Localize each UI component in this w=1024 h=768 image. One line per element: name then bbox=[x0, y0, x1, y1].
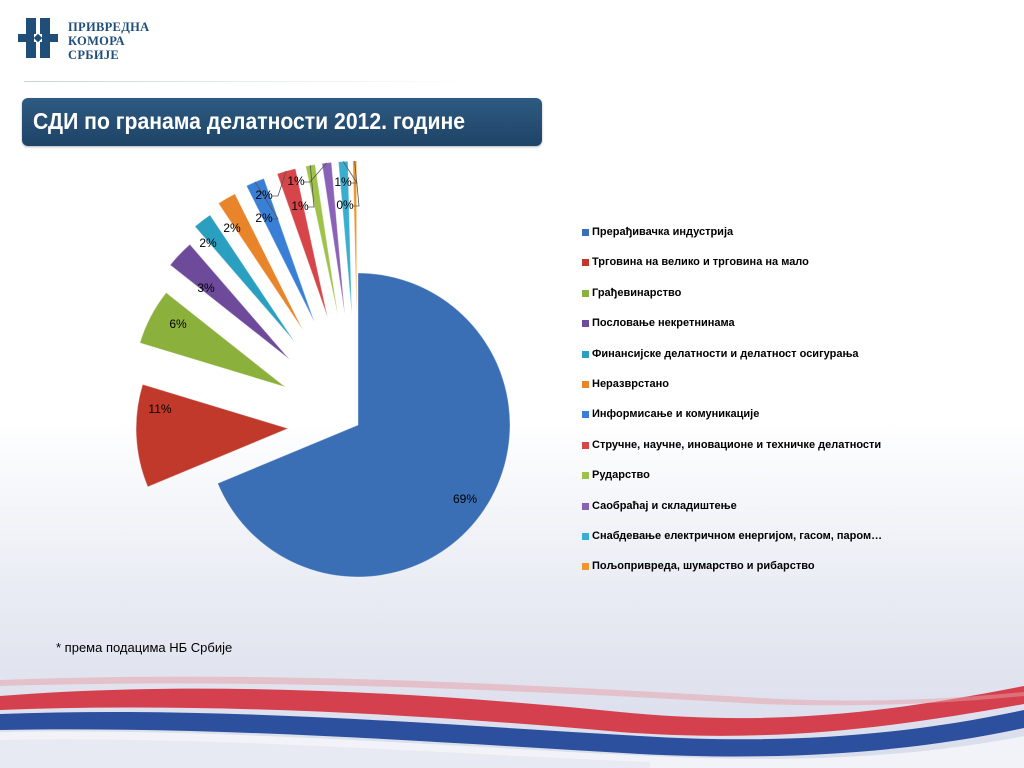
legend-swatch bbox=[582, 502, 589, 510]
leader-line bbox=[304, 162, 327, 183]
pie-slice bbox=[276, 168, 329, 318]
legend-item: Стручне, научне, иновационе и техничке д… bbox=[582, 439, 882, 469]
legend-swatch bbox=[582, 320, 589, 328]
legend-item: Информисање и комуникације bbox=[582, 408, 882, 438]
flag-ribbon bbox=[0, 676, 1024, 768]
legend-label: Снабдевање електричном енергијом, гасом,… bbox=[592, 529, 883, 542]
legend-item: Грађевинарство bbox=[582, 287, 882, 317]
pie-chart: 69% 11% 6% 3% 2% 2% 2% 2% 1% 1% 1% 0% bbox=[135, 160, 511, 578]
legend-item: Пословање некретнинама bbox=[582, 317, 882, 347]
legend-item: Неразврстано bbox=[582, 378, 882, 408]
pie-slice bbox=[169, 243, 290, 360]
legend-item: Пољопривреда, шумарство и рибарство bbox=[582, 560, 882, 590]
legend-label: Саобраћај и складиштење bbox=[592, 499, 737, 512]
legend-swatch bbox=[582, 259, 589, 267]
leader-line bbox=[254, 181, 279, 220]
legend-swatch bbox=[582, 472, 589, 480]
leader-line bbox=[353, 160, 360, 207]
legend-label: Информисање и комуникације bbox=[592, 408, 760, 421]
legend-label: Грађевинарство bbox=[592, 286, 682, 299]
legend-label: Стручне, научне, иновационе и техничке д… bbox=[592, 438, 882, 451]
header-divider bbox=[24, 81, 484, 82]
footnote: * према подацима НБ Србије bbox=[56, 640, 233, 655]
data-label: 2% bbox=[255, 188, 273, 202]
pie-slice bbox=[139, 291, 286, 388]
legend-label: Рударство bbox=[592, 469, 650, 482]
legend-item: Саобраћај и складиштење bbox=[582, 500, 882, 530]
data-label: 3% bbox=[197, 281, 215, 295]
legend-swatch bbox=[582, 350, 589, 358]
logo-mark-icon bbox=[18, 18, 58, 58]
logo: ПРИВРЕДНА КОМОРА СРБИЈЕ bbox=[16, 14, 156, 66]
legend-item: Рударство bbox=[582, 469, 882, 499]
legend-swatch bbox=[582, 289, 589, 297]
leader-line bbox=[272, 170, 287, 197]
legend-label: Трговина на велико и трговина на мало bbox=[592, 256, 809, 269]
legend-item: Прерађивачка индустрија bbox=[582, 226, 882, 256]
legend-item: Снабдевање електричном енергијом, гасом,… bbox=[582, 530, 882, 560]
data-labels: 69% 11% 6% 3% 2% 2% 2% 2% 1% 1% 1% 0% bbox=[148, 174, 477, 506]
legend-label: Финансијске делатности и делатност осигу… bbox=[592, 347, 859, 360]
legend-swatch bbox=[582, 563, 589, 571]
chart-legend: Прерађивачка индустрија Трговина на велик… bbox=[582, 226, 882, 591]
legend-swatch bbox=[582, 380, 589, 388]
pie-slice bbox=[352, 160, 358, 314]
legend-label: Пословање некретнинама bbox=[592, 317, 735, 330]
legend-item: Трговина на велико и трговина на мало bbox=[582, 256, 882, 286]
data-label: 69% bbox=[453, 492, 477, 506]
logo-line-1: ПРИВРЕДНА bbox=[68, 20, 150, 34]
legend-label: Прерађивачка индустрија bbox=[592, 226, 734, 238]
logo-text: ПРИВРЕДНА КОМОРА СРБИЈЕ bbox=[68, 20, 149, 62]
title-bar: СДИ по гранама делатности 2012. године bbox=[22, 98, 542, 146]
legend-item: Финансијске делатности и делатност осигу… bbox=[582, 348, 882, 378]
legend-swatch bbox=[582, 229, 589, 236]
data-label: 1% bbox=[334, 175, 352, 189]
logo-line-2: КОМОРА bbox=[68, 34, 125, 48]
legend-label: Пољопривреда, шумарство и рибарство bbox=[592, 560, 815, 573]
logo-line-3: СРБИЈЕ bbox=[68, 48, 120, 62]
pie-slice bbox=[217, 193, 304, 331]
legend-swatch bbox=[582, 532, 589, 540]
data-label: 11% bbox=[148, 402, 171, 416]
pie-slices bbox=[135, 160, 511, 578]
data-label: 2% bbox=[255, 211, 273, 225]
slide-title: СДИ по гранама делатности 2012. године bbox=[33, 108, 466, 134]
pie-slice bbox=[321, 161, 346, 314]
pie-slice bbox=[217, 272, 511, 578]
pie-slice bbox=[135, 383, 290, 488]
pie-slice bbox=[194, 214, 295, 342]
legend-swatch bbox=[582, 411, 589, 419]
data-label: 2% bbox=[223, 221, 241, 235]
legend-swatch bbox=[582, 441, 589, 449]
data-label: 2% bbox=[199, 236, 217, 250]
leader-lines bbox=[254, 160, 360, 220]
data-label: 1% bbox=[287, 174, 305, 188]
legend-label: Неразврстано bbox=[592, 377, 669, 390]
data-label: 1% bbox=[291, 199, 309, 213]
leader-line bbox=[308, 165, 315, 208]
data-label: 0% bbox=[336, 198, 354, 212]
data-label: 6% bbox=[169, 317, 187, 331]
